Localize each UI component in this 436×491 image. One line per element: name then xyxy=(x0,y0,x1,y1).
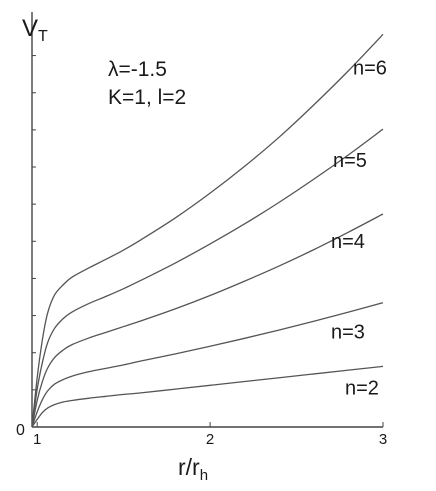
x-tick-label: 3 xyxy=(379,431,387,448)
y-tick-label-zero: 0 xyxy=(16,422,25,439)
x-tick-label: 2 xyxy=(206,431,214,448)
series-label-n-3: n=3 xyxy=(331,322,365,344)
series-line-n-6 xyxy=(31,33,384,428)
series-label-n-2: n=2 xyxy=(345,377,379,399)
x-tick-label: 1 xyxy=(33,431,41,448)
series-label-n-6: n=6 xyxy=(353,57,387,79)
x-axis-label: r/rh xyxy=(178,454,208,484)
series-line-n-3 xyxy=(31,302,384,428)
series-line-n-5 xyxy=(31,128,384,428)
series-line-n-2 xyxy=(31,365,384,428)
series-label-n-5: n=5 xyxy=(333,150,367,172)
series-line-n-4 xyxy=(31,213,384,428)
lambda-annotation: λ=-1.5 xyxy=(108,58,167,81)
y-axis-label: VT xyxy=(22,15,48,45)
x-axis-label-subscript: h xyxy=(200,467,208,484)
y-axis-label-subscript: T xyxy=(38,28,48,45)
params-annotation: K=1, l=2 xyxy=(108,86,186,109)
x-axis-label-main: r/r xyxy=(178,454,200,480)
y-axis-label-main: V xyxy=(22,15,38,42)
series-label-n-4: n=4 xyxy=(331,231,365,253)
